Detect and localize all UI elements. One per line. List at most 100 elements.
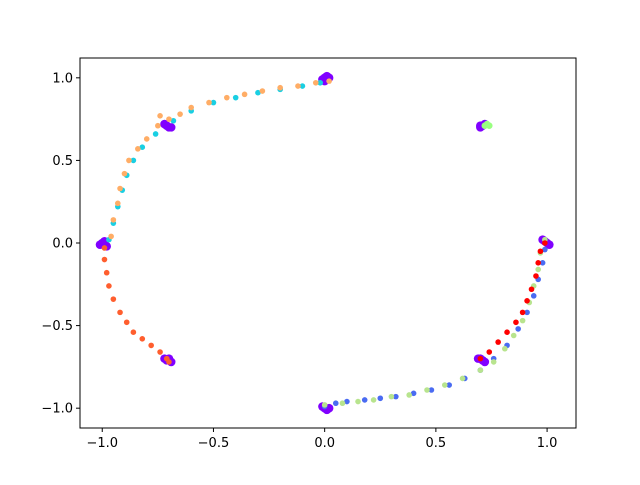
scatter-point — [377, 395, 384, 402]
scatter-point — [117, 185, 123, 192]
y-tick-label: −0.5 — [41, 319, 73, 334]
scatter-point — [446, 382, 453, 388]
scatter-point — [317, 79, 324, 86]
x-tick-label: 0.5 — [426, 436, 447, 451]
points-layer — [95, 71, 554, 415]
scatter-point — [513, 319, 519, 326]
x-tick-label: 0.0 — [314, 436, 335, 451]
scatter-point — [126, 157, 132, 164]
scatter-point — [170, 117, 177, 124]
scatter-point — [502, 345, 508, 352]
scatter-point — [515, 326, 521, 332]
scatter-point — [101, 245, 108, 251]
scatter-point — [299, 83, 306, 89]
scatter-point — [344, 398, 350, 405]
scatter-point — [110, 296, 117, 302]
scatter-point — [157, 349, 163, 355]
y-tick-label: 0.5 — [52, 154, 73, 169]
scatter-point — [312, 79, 319, 86]
x-tick-label: −1.0 — [86, 436, 118, 451]
scatter-point — [339, 400, 346, 407]
scatter-point — [117, 309, 123, 316]
scatter-series — [321, 236, 548, 408]
scatter-series — [101, 245, 172, 365]
scatter-point — [370, 397, 377, 403]
scatter-point — [477, 355, 484, 362]
scatter-point — [533, 273, 539, 279]
scatter-point — [177, 111, 183, 117]
scatter-point — [115, 200, 121, 207]
scatter-point — [139, 336, 146, 342]
scatter-point — [326, 78, 332, 84]
scatter-point — [123, 319, 130, 326]
scatter-series — [481, 120, 493, 130]
scatter-point — [519, 309, 526, 316]
scatter-point — [490, 359, 497, 365]
scatter-point — [406, 392, 412, 398]
scatter-point — [295, 83, 301, 89]
scatter-point — [188, 104, 195, 111]
scatter-point — [459, 375, 466, 382]
scatter-point — [504, 329, 510, 336]
scatter-point — [495, 339, 501, 345]
scatter-point — [103, 269, 110, 276]
scatter-point — [106, 283, 112, 289]
scatter-point — [519, 317, 526, 324]
scatter-point — [388, 393, 395, 400]
y-tick-label: 1.0 — [52, 71, 73, 86]
scatter-point — [393, 393, 399, 400]
scatter-point — [166, 123, 176, 132]
scatter-point — [232, 94, 239, 101]
scatter-point — [210, 99, 217, 106]
scatter-series — [477, 240, 548, 362]
scatter-point — [537, 248, 544, 255]
scatter-point — [528, 286, 535, 293]
scatter-point — [535, 266, 541, 273]
scatter-point — [101, 256, 108, 263]
scatter-series — [108, 78, 332, 240]
scatter-point — [277, 84, 283, 91]
scatter-point — [424, 387, 430, 393]
scatter-point — [485, 122, 493, 130]
scatter-point — [441, 382, 448, 388]
scatter-point — [130, 329, 137, 336]
x-tick-label: −0.5 — [198, 436, 230, 451]
scatter-point — [108, 233, 114, 240]
scatter-point — [486, 349, 493, 355]
scatter-point — [130, 157, 137, 164]
scatter-point — [139, 144, 146, 150]
scatter-point — [428, 387, 435, 393]
scatter-series — [321, 246, 548, 410]
scatter-point — [241, 91, 248, 98]
scatter-point — [160, 119, 169, 129]
scatter-point — [155, 122, 161, 129]
scatter-point — [166, 116, 172, 122]
x-axis: −1.0 −0.5 0.0 0.5 1.0 — [86, 428, 557, 451]
scatter-point — [121, 170, 128, 177]
scatter-point — [524, 309, 530, 316]
scatter-point — [321, 402, 328, 408]
scatter-point — [157, 113, 163, 119]
scatter-point — [224, 94, 230, 101]
scatter-point — [410, 390, 417, 397]
scatter-point — [332, 400, 339, 407]
scatter-point — [542, 246, 548, 253]
scatter-point — [259, 88, 266, 94]
scatter-point — [255, 89, 261, 96]
x-tick-label: 1.0 — [537, 436, 558, 451]
scatter-point — [524, 298, 530, 304]
scatter-point — [135, 146, 141, 152]
scatter-point — [355, 398, 361, 405]
scatter-point — [542, 240, 548, 246]
scatter-point — [206, 99, 212, 106]
y-tick-label: −1.0 — [41, 402, 73, 417]
scatter-point — [530, 293, 537, 299]
y-tick-label: 0.0 — [52, 237, 73, 252]
scatter-point — [152, 131, 159, 137]
scatter-point — [166, 359, 172, 365]
scatter-point — [535, 260, 541, 266]
scatter-point — [361, 397, 368, 403]
scatter-point — [148, 342, 154, 349]
